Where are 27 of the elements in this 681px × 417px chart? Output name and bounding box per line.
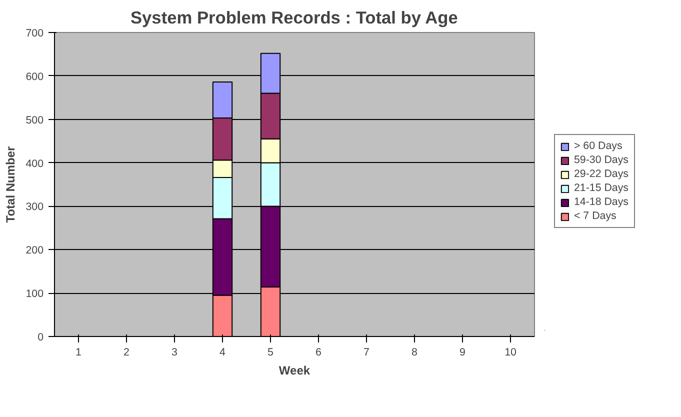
y-tick-label: 500 [26, 114, 44, 126]
chart-title: System Problem Records : Total by Age [130, 8, 458, 28]
x-tick-label: 10 [504, 346, 516, 358]
y-tick-label: 200 [26, 244, 44, 257]
y-axis-title: Total Number [4, 146, 18, 223]
legend-label: 29-22 Days [574, 168, 628, 180]
legend-label: 21-15 Days [574, 182, 628, 194]
x-tick-label: 7 [364, 346, 370, 358]
x-tick-label: 2 [124, 346, 130, 358]
legend-label: > 60 Days [574, 140, 622, 152]
y-tick-label: 400 [26, 158, 44, 170]
x-axis-title: Week [278, 364, 310, 378]
x-tick-label: 4 [220, 346, 226, 358]
x-tick-label: 5 [268, 346, 274, 358]
x-tick-label: 9 [460, 346, 466, 358]
x-tick-label: 1 [76, 346, 82, 358]
legend-label: < 7 Days [574, 210, 616, 222]
y-tick-label: 300 [26, 201, 44, 214]
x-tick-label: 6 [316, 346, 322, 358]
x-tick-label: 8 [412, 346, 418, 358]
legend-label: 59-30 Days [574, 154, 628, 166]
y-tick-label: 0 [38, 332, 44, 344]
legend-label: 14-18 Days [574, 196, 628, 208]
y-tick-label: 600 [26, 70, 44, 83]
y-tick-label: 100 [26, 288, 44, 300]
y-tick-label: 700 [26, 28, 44, 40]
x-tick-label: 3 [172, 346, 178, 358]
